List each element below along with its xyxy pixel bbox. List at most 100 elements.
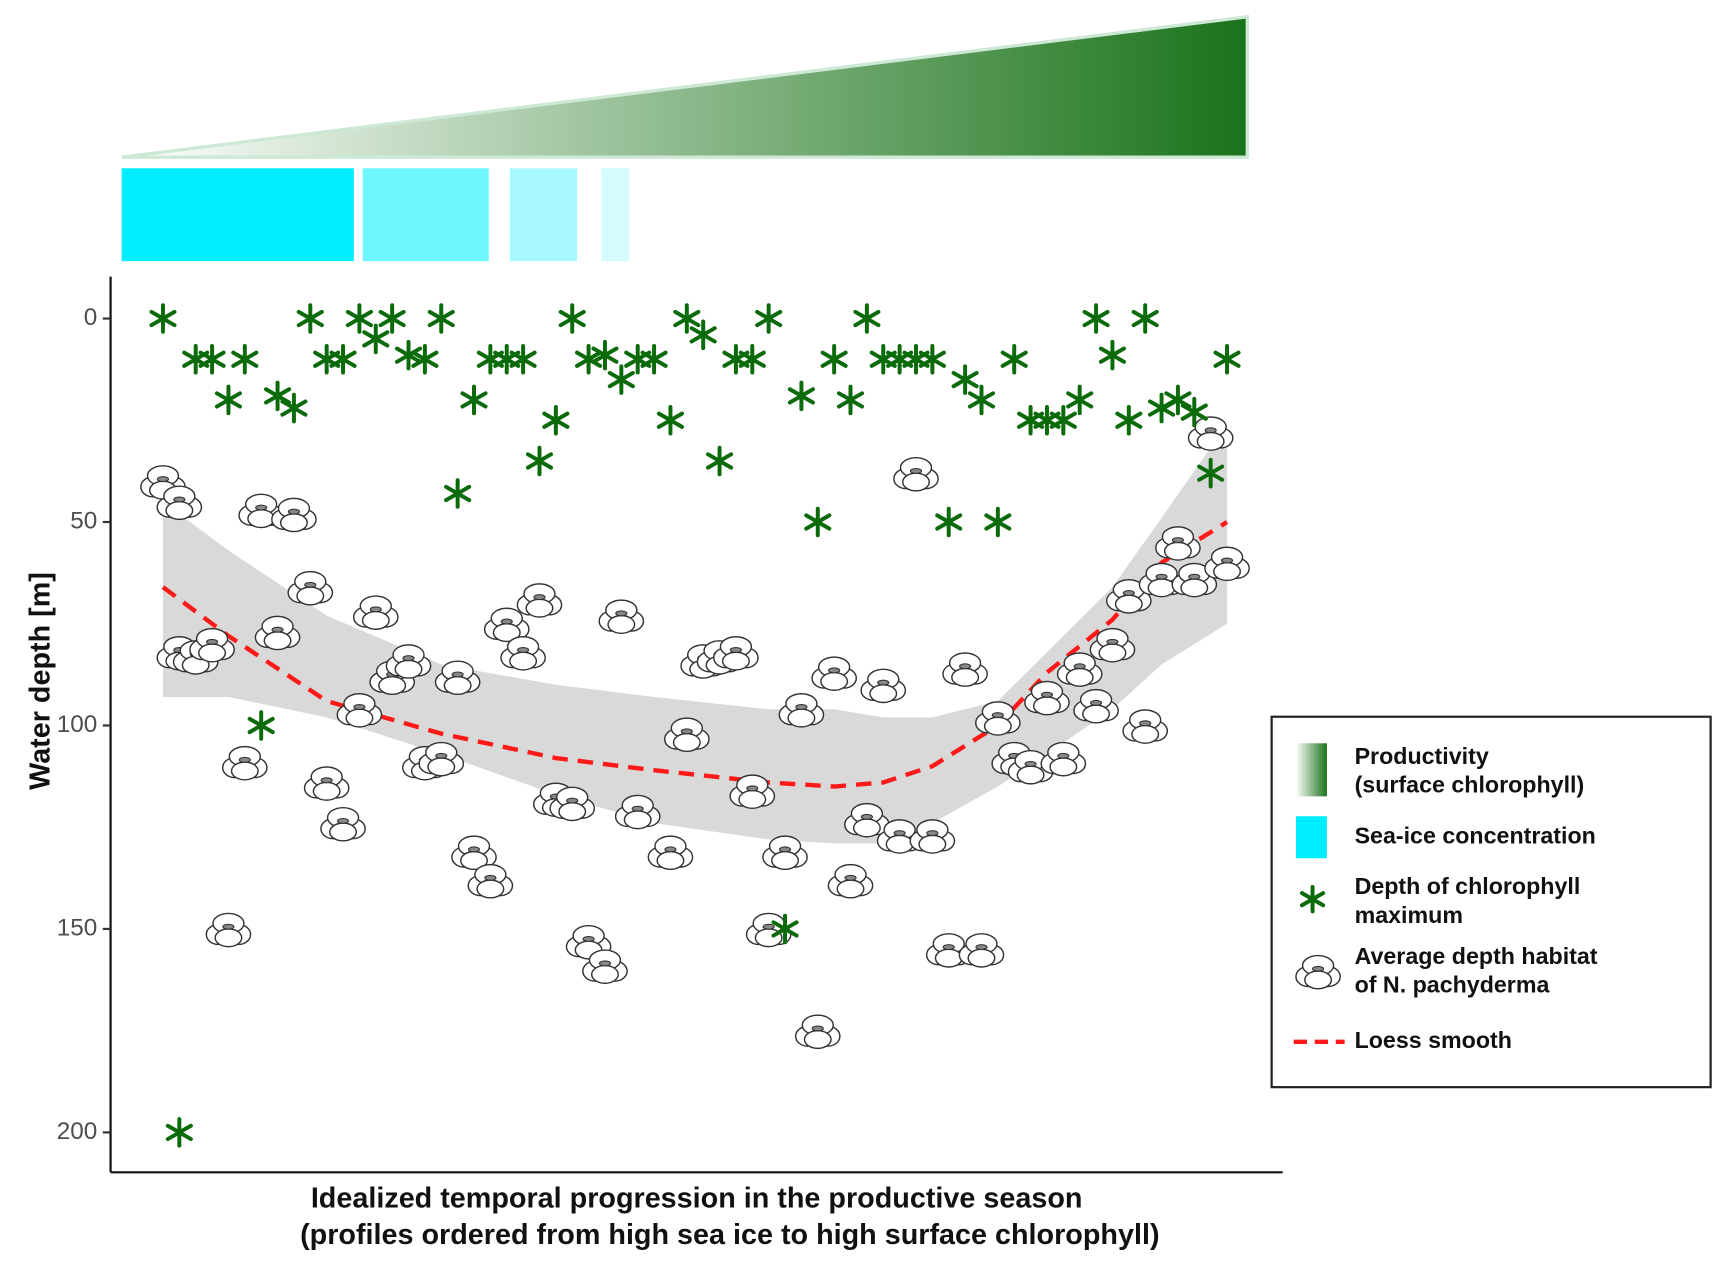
- foram-aperture: [991, 712, 1004, 719]
- asterisk-stroke: [706, 445, 734, 477]
- y-tick-label: 200: [57, 1118, 98, 1145]
- legend-label: Average depth habitat: [1355, 943, 1598, 969]
- foram-marker: [549, 786, 596, 822]
- foram-marker: [1073, 688, 1119, 724]
- foram-chamber: [836, 879, 865, 899]
- chlorophyll-max-marker: [1000, 343, 1028, 375]
- foram-marker: [942, 652, 988, 687]
- foram-aperture: [1188, 573, 1201, 580]
- foram-marker: [516, 583, 563, 618]
- asterisk-stroke: [673, 303, 701, 334]
- foram-marker: [614, 794, 661, 830]
- foram-marker: [713, 636, 759, 671]
- asterisk-stroke: [362, 323, 390, 355]
- foram-aperture: [500, 618, 513, 625]
- chlorophyll-max-marker: [820, 343, 848, 375]
- chlorophyll-max-marker: [149, 303, 177, 334]
- foram-marker: [909, 819, 956, 854]
- foram-aperture: [795, 704, 808, 710]
- asterisk-stroke: [755, 303, 783, 334]
- foram-chamber: [885, 834, 914, 854]
- foram-marker: [221, 745, 268, 781]
- chlorophyll-max-marker: [869, 343, 897, 375]
- foram-chamber: [672, 732, 701, 753]
- foram-marker: [352, 595, 399, 630]
- chlorophyll-max-marker: [264, 380, 292, 412]
- foram-aperture: [467, 846, 481, 853]
- foram-marker: [827, 863, 874, 899]
- foram-chamber: [1131, 724, 1160, 744]
- foram-aperture: [205, 638, 219, 645]
- chlorophyll-max-marker: [853, 303, 881, 334]
- asterisk-stroke: [1098, 339, 1126, 371]
- legend-swatch: [1295, 954, 1341, 990]
- foram-aperture: [582, 935, 595, 942]
- foram-chamber: [1163, 541, 1192, 561]
- asterisk-stroke: [214, 384, 242, 416]
- chlorophyll-max-marker: [1131, 303, 1159, 334]
- foram-chamber: [230, 761, 259, 781]
- foram-aperture: [811, 1025, 824, 1032]
- foram-marker: [271, 497, 317, 533]
- foram-marker: [663, 717, 710, 753]
- foram-marker: [336, 693, 383, 728]
- chlorophyll-max-marker: [1017, 405, 1045, 436]
- asterisk-stroke: [378, 303, 406, 334]
- foram-aperture: [222, 923, 235, 930]
- asterisk-stroke: [394, 339, 423, 371]
- foram-marker: [844, 802, 890, 838]
- chlorophyll-max-marker: [214, 384, 242, 416]
- foram-chamber: [738, 789, 767, 810]
- foram-chamber: [427, 757, 456, 777]
- chlorophyll-max-marker: [362, 323, 390, 355]
- chlorophyll-max-marker: [689, 319, 717, 351]
- asterisk-stroke: [231, 343, 259, 375]
- asterisk-stroke: [1000, 343, 1028, 375]
- foram-aperture: [517, 647, 530, 654]
- foram-marker: [794, 1014, 841, 1050]
- foram-chamber: [934, 948, 963, 968]
- asterisk-stroke: [182, 343, 210, 375]
- asterisk-stroke: [935, 506, 963, 538]
- productivity-wedge: [121, 14, 1249, 159]
- foram-aperture: [402, 655, 415, 662]
- chlorophyll-max-marker: [313, 343, 341, 375]
- foram-aperture: [1204, 427, 1217, 434]
- asterisk-stroke: [1131, 303, 1159, 334]
- foram-aperture: [320, 777, 333, 784]
- foram-aperture: [287, 508, 301, 515]
- chlorophyll-max-marker: [231, 343, 259, 375]
- foram-chamber: [443, 675, 472, 696]
- chlorophyll-max-marker: [967, 384, 996, 416]
- foram-marker: [156, 485, 203, 521]
- asterisk-stroke: [918, 343, 946, 375]
- chlorophyll-max-marker: [951, 364, 979, 395]
- foram-chamber: [214, 928, 243, 948]
- confidence-ribbon: [162, 424, 1228, 844]
- foram-chamber: [918, 834, 947, 854]
- legend-label: Sea-ice concentration: [1355, 822, 1596, 848]
- asterisk-stroke: [411, 343, 439, 375]
- foram-chamber: [329, 822, 358, 842]
- chlorophyll-max-marker: [460, 384, 488, 416]
- foram-marker: [582, 949, 628, 984]
- chlorophyll-max-marker: [1115, 405, 1143, 436]
- foram-marker: [320, 806, 366, 842]
- foram-chamber: [198, 643, 227, 663]
- chlorophyll-max-marker: [918, 343, 946, 375]
- chlorophyll-max-marker: [509, 343, 537, 375]
- foram-chamber: [1213, 561, 1242, 582]
- foram-marker: [647, 835, 694, 871]
- asterisk-stroke: [722, 343, 750, 375]
- foram-aperture: [369, 606, 382, 613]
- foram-marker: [189, 627, 235, 663]
- foram-marker: [287, 570, 334, 606]
- foram-aperture: [353, 704, 366, 710]
- chlorophyll-max-marker: [673, 303, 701, 334]
- foram-chamber: [590, 964, 619, 984]
- foram-marker: [1089, 627, 1136, 663]
- y-tick-label: 0: [84, 304, 98, 331]
- foram-chamber: [1304, 970, 1333, 990]
- foram-chamber: [312, 781, 341, 801]
- foram-chamber: [902, 472, 930, 492]
